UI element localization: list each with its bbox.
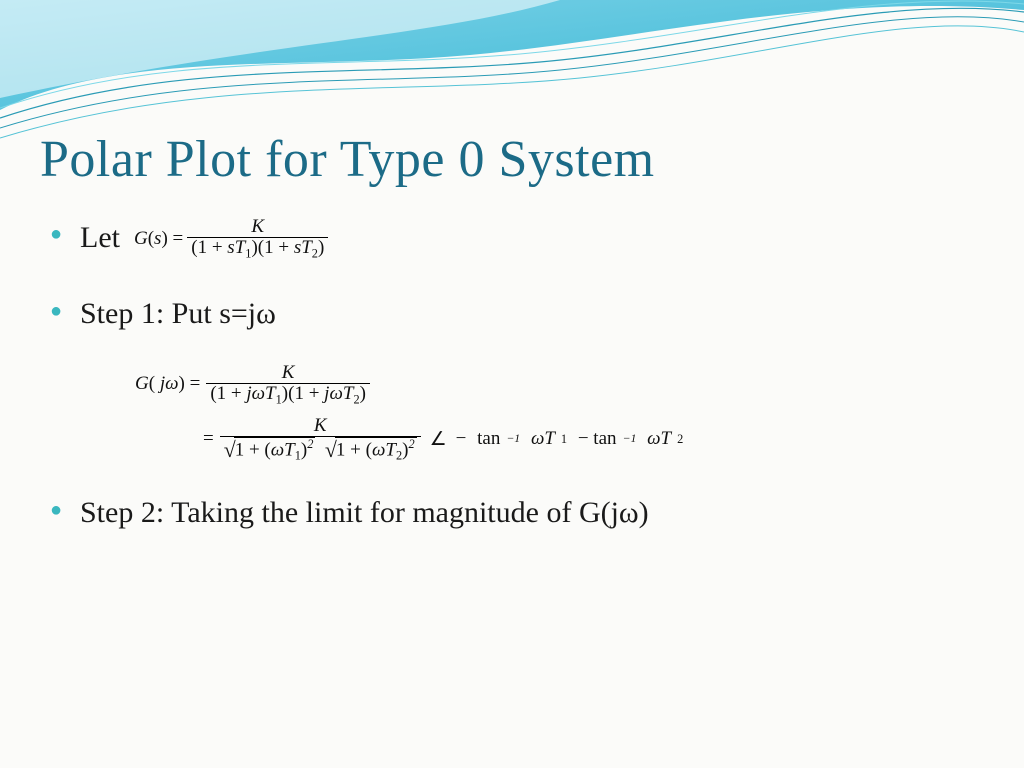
bullet-1-prefix: Let bbox=[80, 218, 120, 259]
bullet-2-text: Step 1: Put s=jω bbox=[80, 297, 276, 330]
slide-content: Polar Plot for Type 0 System Let G(s) = … bbox=[40, 130, 984, 567]
bullet-2: Step 1: Put s=jω bbox=[80, 294, 984, 335]
equation-gjw-line1: G( jω) = K (1 + jωT1)(1 + jωT2) bbox=[135, 363, 984, 406]
bullet-list: Let G(s) = K (1 + sT1)(1 + sT2) Step 1: … bbox=[40, 217, 984, 335]
equation-block: G( jω) = K (1 + jωT1)(1 + jωT2) = K 1 + … bbox=[135, 363, 984, 463]
bullet-list-2: Step 2: Taking the limit for magnitude o… bbox=[40, 493, 984, 534]
bullet-3: Step 2: Taking the limit for magnitude o… bbox=[80, 493, 984, 534]
bullet-3-text: Step 2: Taking the limit for magnitude o… bbox=[80, 496, 649, 529]
equation-gjw-line2: = K 1 + (ωT1)2 1 + (ωT2)2 ∠− tan−1 ωT1 −… bbox=[203, 416, 984, 463]
bullet-1: Let G(s) = K (1 + sT1)(1 + sT2) bbox=[80, 217, 984, 260]
slide-title: Polar Plot for Type 0 System bbox=[40, 130, 984, 189]
equation-gs: G(s) = K (1 + sT1)(1 + sT2) bbox=[134, 217, 328, 260]
